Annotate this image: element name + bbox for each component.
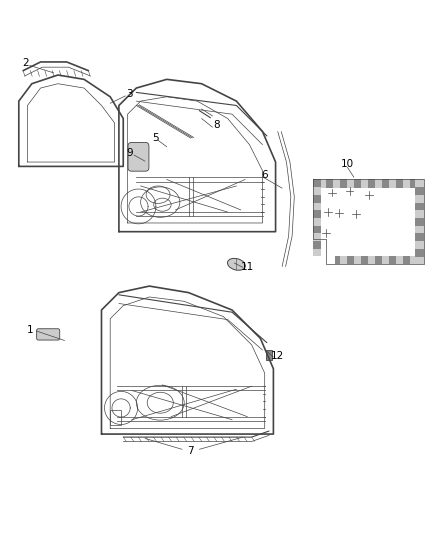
FancyBboxPatch shape [37,329,60,340]
Bar [396,180,403,188]
Text: 9: 9 [127,148,133,158]
Bar [354,256,361,264]
Bar [382,180,389,188]
Bar [313,256,319,264]
Bar [354,180,361,188]
Bar [415,211,424,218]
Bar [313,180,321,187]
Bar [313,226,321,233]
Text: 3: 3 [127,89,133,99]
Bar [375,180,382,188]
Bar [347,180,354,188]
Bar [417,180,424,188]
Bar [415,226,424,233]
Text: 5: 5 [152,133,159,143]
Bar [403,256,410,264]
Bar [313,218,321,226]
Bar [326,256,333,264]
Text: 2: 2 [22,58,28,68]
Bar [313,233,321,241]
Bar [313,203,321,211]
Bar [333,256,340,264]
Text: 1: 1 [26,325,33,335]
Text: 12: 12 [271,351,284,361]
Bar [313,187,321,195]
Bar [415,203,424,211]
Bar [415,218,424,226]
Bar [326,180,333,188]
Bar [313,195,321,203]
FancyBboxPatch shape [128,142,149,171]
Bar [368,180,375,188]
Bar [403,180,410,188]
Bar [361,256,368,264]
Bar [340,256,347,264]
Bar [368,256,375,264]
Bar [382,256,389,264]
Bar [313,241,321,249]
Bar [347,256,354,264]
Polygon shape [313,239,335,264]
Text: 6: 6 [261,170,268,180]
Bar [340,180,347,188]
Bar [265,351,272,360]
Ellipse shape [227,259,245,270]
Bar [415,249,424,256]
Text: 8: 8 [213,120,220,130]
Bar [313,211,321,218]
Bar [415,241,424,249]
Bar [333,180,340,188]
Bar [415,187,424,195]
Bar [319,180,326,188]
Bar [313,180,319,188]
Bar [321,188,415,256]
Bar [415,256,424,264]
Bar [415,233,424,241]
Bar [415,180,424,187]
Bar [396,256,403,264]
Text: 10: 10 [341,159,354,169]
Bar [313,256,321,264]
Text: 7: 7 [187,447,194,456]
Bar [389,256,396,264]
Bar [313,249,321,256]
Bar [361,180,368,188]
Bar [415,195,424,203]
Bar [375,256,382,264]
Bar [410,256,417,264]
Text: 11: 11 [240,262,254,271]
Bar [319,256,326,264]
Bar [410,180,417,188]
Bar [417,256,424,264]
Bar [389,180,396,188]
Bar [110,410,121,425]
